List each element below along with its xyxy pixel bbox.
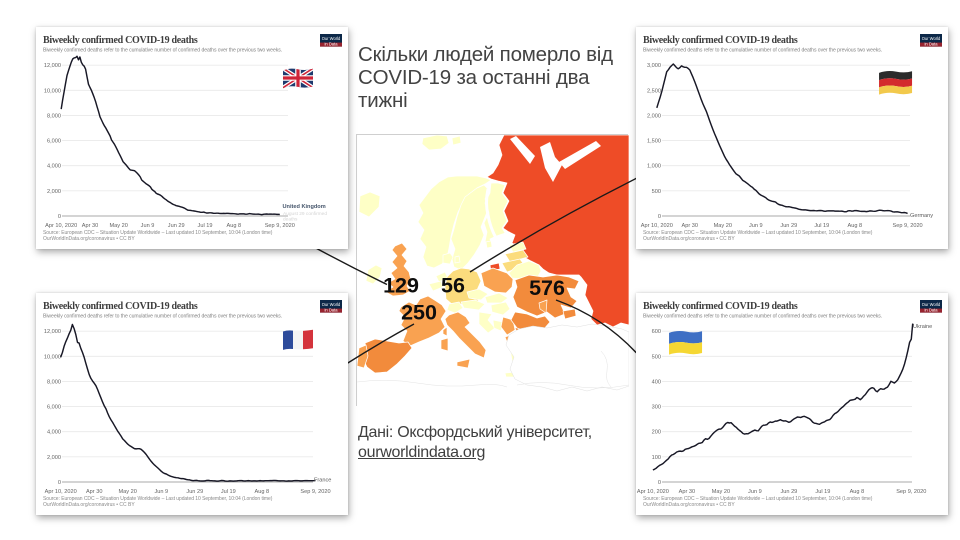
svg-text:10,000: 10,000	[44, 88, 61, 94]
svg-text:Apr 10, 2020: Apr 10, 2020	[637, 489, 669, 495]
svg-text:in Data: in Data	[325, 308, 339, 313]
svg-text:200: 200	[652, 430, 661, 436]
svg-text:Biweekly confirmed COVID-19 de: Biweekly confirmed COVID-19 deaths	[43, 301, 198, 312]
svg-text:Biweekly confirmed deaths refe: Biweekly confirmed deaths refer to the c…	[643, 48, 882, 54]
svg-text:8,000: 8,000	[47, 379, 61, 385]
svg-text:10,000: 10,000	[44, 354, 61, 360]
svg-text:in Data: in Data	[325, 42, 339, 47]
svg-text:2,500: 2,500	[647, 88, 661, 94]
svg-text:6,000: 6,000	[47, 139, 61, 145]
svg-text:Biweekly confirmed COVID-19 de: Biweekly confirmed COVID-19 deaths	[43, 35, 198, 46]
svg-text:Biweekly confirmed COVID-19 de: Biweekly confirmed COVID-19 deaths	[643, 35, 798, 46]
svg-text:August 29 confirmed: August 29 confirmed	[283, 211, 327, 217]
svg-text:Jun 9: Jun 9	[748, 489, 762, 495]
svg-text:France: France	[314, 478, 331, 484]
svg-text:Source: European CDC – Situati: Source: European CDC – Situation Update …	[643, 496, 873, 502]
svg-text:Biweekly confirmed deaths refe: Biweekly confirmed deaths refer to the c…	[643, 314, 882, 320]
svg-text:May 20: May 20	[119, 489, 137, 495]
svg-text:0: 0	[58, 480, 61, 486]
svg-text:4,000: 4,000	[47, 430, 61, 436]
svg-text:Apr 30: Apr 30	[679, 489, 695, 495]
svg-text:Our World: Our World	[322, 302, 341, 307]
svg-text:Apr 10, 2020: Apr 10, 2020	[45, 489, 77, 495]
svg-text:Apr 10, 2020: Apr 10, 2020	[641, 223, 673, 229]
svg-text:12,000: 12,000	[44, 63, 61, 69]
svg-text:Sep 9, 2020: Sep 9, 2020	[300, 489, 330, 495]
svg-text:Jun 29: Jun 29	[168, 223, 185, 229]
svg-text:3,000: 3,000	[647, 63, 661, 69]
svg-text:in Data: in Data	[925, 42, 939, 47]
svg-text:400: 400	[652, 379, 661, 385]
svg-text:0: 0	[658, 214, 661, 220]
svg-text:0: 0	[58, 214, 61, 220]
svg-text:Apr 30: Apr 30	[682, 223, 698, 229]
svg-text:Source: European CDC – Situati: Source: European CDC – Situation Update …	[643, 230, 873, 236]
svg-text:in Data: in Data	[925, 308, 939, 313]
svg-text:Source: European CDC – Situati: Source: European CDC – Situation Update …	[43, 230, 273, 236]
svg-text:Jul 19: Jul 19	[814, 223, 829, 229]
svg-text:Jun 29: Jun 29	[781, 489, 798, 495]
svg-text:Germany: Germany	[910, 213, 933, 219]
svg-text:0: 0	[658, 480, 661, 486]
svg-text:1,000: 1,000	[647, 164, 661, 170]
svg-text:500: 500	[652, 354, 661, 360]
svg-text:Sep 9, 2020: Sep 9, 2020	[265, 223, 295, 229]
svg-text:500: 500	[652, 189, 661, 195]
svg-text:May 20: May 20	[712, 489, 730, 495]
svg-text:12,000: 12,000	[44, 329, 61, 335]
svg-text:Sep 9, 2020: Sep 9, 2020	[893, 223, 923, 229]
svg-text:2,000: 2,000	[47, 189, 61, 195]
svg-text:Aug 8: Aug 8	[254, 489, 269, 495]
svg-text:576: 576	[529, 276, 565, 300]
svg-text:Apr 30: Apr 30	[86, 489, 102, 495]
svg-text:Biweekly confirmed COVID-19 de: Biweekly confirmed COVID-19 deaths	[643, 301, 798, 312]
svg-text:2,000: 2,000	[47, 455, 61, 461]
svg-text:4,000: 4,000	[47, 164, 61, 170]
svg-text:OurWorldInData.org/coronavirus: OurWorldInData.org/coronavirus • CC BY	[643, 236, 735, 242]
svg-text:May 20: May 20	[110, 223, 128, 229]
svg-text:United Kingdom: United Kingdom	[283, 204, 326, 210]
svg-text:OurWorldInData.org/coronavirus: OurWorldInData.org/coronavirus • CC BY	[43, 502, 135, 508]
svg-text:1,500: 1,500	[647, 139, 661, 145]
svg-text:OurWorldInData.org/coronavirus: OurWorldInData.org/coronavirus • CC BY	[643, 502, 735, 508]
svg-text:Our World: Our World	[922, 36, 941, 41]
svg-text:Jun 29: Jun 29	[186, 489, 203, 495]
svg-text:8,000: 8,000	[47, 113, 61, 119]
svg-text:6,000: 6,000	[47, 405, 61, 411]
svg-text:Jun 9: Jun 9	[154, 489, 168, 495]
svg-text:100: 100	[652, 455, 661, 461]
svg-text:Ukraine: Ukraine	[913, 324, 932, 330]
svg-text:300: 300	[652, 405, 661, 411]
svg-text:Jul 19: Jul 19	[221, 489, 236, 495]
svg-text:Aug 8: Aug 8	[847, 223, 862, 229]
svg-text:Jun 29: Jun 29	[780, 223, 797, 229]
svg-text:OurWorldInData.org/coronavirus: OurWorldInData.org/coronavirus • CC BY	[43, 236, 135, 242]
svg-text:Apr 30: Apr 30	[82, 223, 98, 229]
svg-text:deaths: deaths	[283, 217, 298, 223]
svg-text:Aug 8: Aug 8	[226, 223, 241, 229]
svg-text:600: 600	[652, 329, 661, 335]
svg-text:250: 250	[401, 301, 437, 325]
svg-text:Jun 9: Jun 9	[749, 223, 763, 229]
svg-text:May 20: May 20	[714, 223, 732, 229]
svg-text:56: 56	[441, 274, 465, 298]
svg-text:Apr 10, 2020: Apr 10, 2020	[45, 223, 77, 229]
svg-text:Biweekly confirmed deaths refe: Biweekly confirmed deaths refer to the c…	[43, 48, 282, 54]
svg-text:Our World: Our World	[322, 36, 341, 41]
svg-text:Our World: Our World	[922, 302, 941, 307]
svg-text:Jul 19: Jul 19	[815, 489, 830, 495]
svg-text:Source: European CDC – Situati: Source: European CDC – Situation Update …	[43, 496, 273, 502]
svg-text:Jul 19: Jul 19	[198, 223, 213, 229]
svg-text:Aug 8: Aug 8	[850, 489, 865, 495]
svg-text:129: 129	[383, 274, 419, 298]
svg-text:2,000: 2,000	[647, 113, 661, 119]
svg-text:Jun 9: Jun 9	[141, 223, 155, 229]
svg-text:Biweekly confirmed deaths refe: Biweekly confirmed deaths refer to the c…	[43, 314, 282, 320]
svg-text:Sep 9, 2020: Sep 9, 2020	[896, 489, 926, 495]
